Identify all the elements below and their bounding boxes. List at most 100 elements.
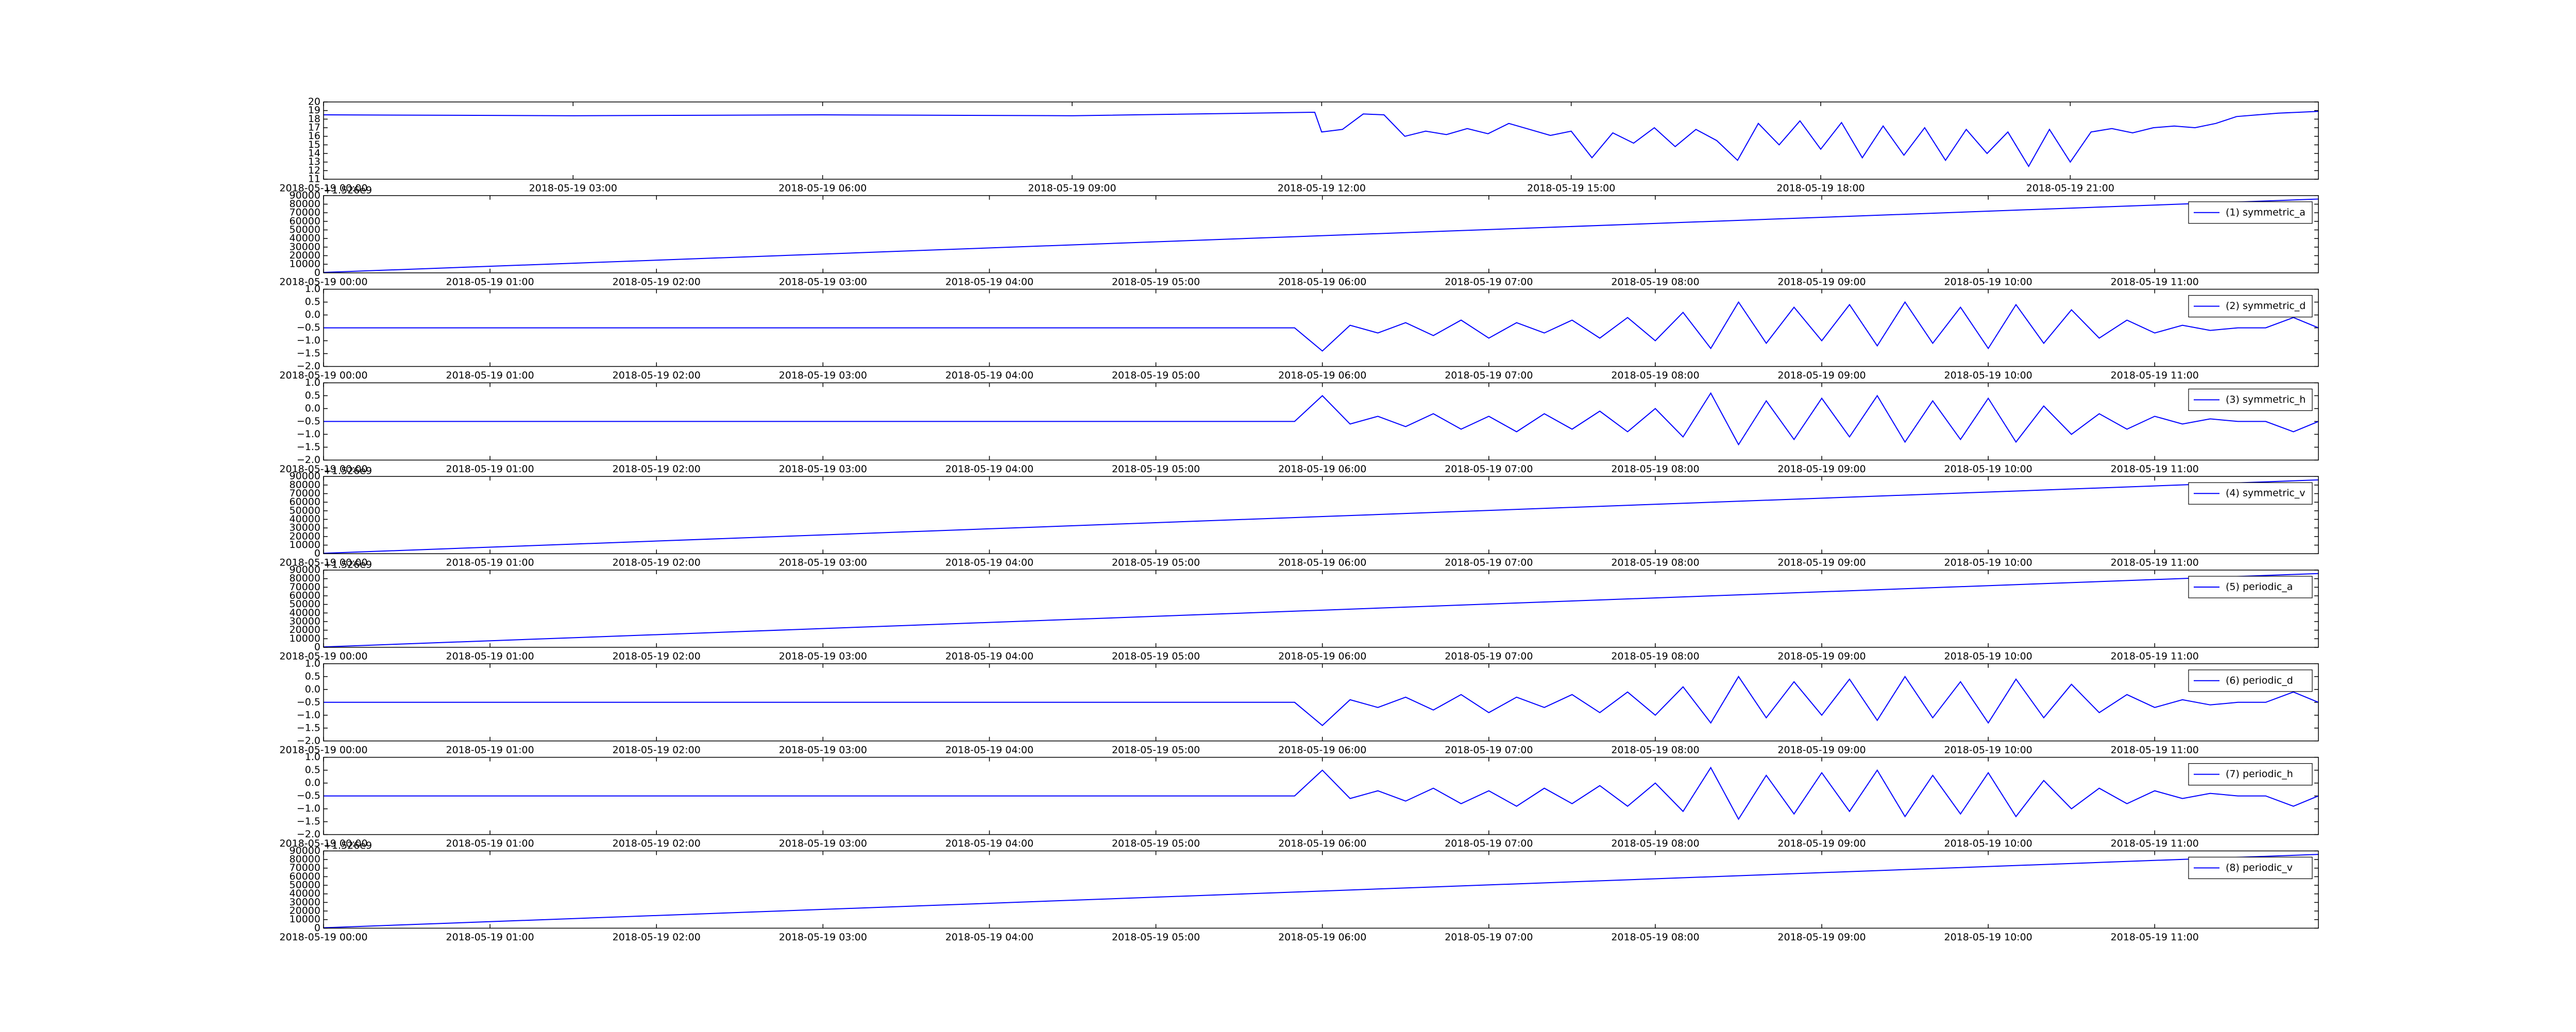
x-tick-label: 2018-05-19 00:00 [279,651,367,662]
x-tick-label: 2018-05-19 11:00 [2111,932,2199,943]
y-tick-label: 0.0 [305,777,320,788]
legend-label: (2) symmetric_d [2226,300,2306,312]
series-line [323,479,2319,554]
y-tick-label: 40000 [290,513,320,525]
x-tick-label: 2018-05-19 03:00 [779,557,867,569]
x-tick-label: 2018-05-19 09:00 [1777,744,1866,755]
y-tick-label: 10000 [290,259,320,270]
axes-frame [323,663,2319,742]
y-tick-label: −2.0 [297,829,320,840]
y-tick-label: 13 [308,156,320,167]
y-tick-label: 0.5 [305,764,320,776]
y-tick-label: 17 [308,122,320,133]
x-tick-label: 2018-05-19 09:00 [1777,557,1866,569]
x-tick-label: 2018-05-19 01:00 [446,276,534,287]
legend-label: (7) periodic_h [2226,768,2293,780]
x-tick-label: 2018-05-19 07:00 [1445,838,1533,849]
y-tick-label: 1.0 [305,377,320,388]
x-tick-label: 2018-05-19 04:00 [945,838,1033,849]
x-tick-label: 2018-05-19 04:00 [945,370,1033,381]
x-tick-label: 2018-05-19 04:00 [945,651,1033,662]
x-tick-label: 2018-05-19 04:00 [945,744,1033,755]
y-tick-label: −1.5 [297,441,320,453]
y-tick-label: 20000 [290,530,320,542]
y-tick-label: −1.0 [297,803,320,814]
x-tick-label: 2018-05-19 05:00 [1112,370,1200,381]
series-line [323,573,2319,648]
x-tick-label: 2018-05-19 08:00 [1611,276,1699,287]
x-tick-label: 2018-05-19 03:00 [779,932,867,943]
y-tick-label: 50000 [290,880,320,891]
legend-label: (8) periodic_v [2226,862,2293,873]
y-tick-label: 30000 [290,616,320,627]
y-tick-label: 14 [308,148,320,159]
axes-frame [323,195,2319,273]
x-tick-label: 2018-05-19 07:00 [1445,744,1533,755]
y-tick-label: 10000 [290,633,320,644]
y-tick-label: 0 [314,548,320,559]
y-tick-label: 15 [308,139,320,150]
y-tick-label: 10000 [290,539,320,551]
y-tick-label: 0.0 [305,683,320,695]
x-tick-label: 2018-05-19 06:00 [1278,744,1366,755]
x-tick-label: 2018-05-19 00:00 [279,557,367,569]
x-tick-label: 2018-05-19 06:00 [1278,370,1366,381]
y-tick-label: −1.5 [297,348,320,359]
x-tick-label: 2018-05-19 05:00 [1112,463,1200,475]
x-tick-label: 2018-05-19 11:00 [2111,370,2199,381]
y-tick-label: 1.0 [305,283,320,295]
x-tick-label: 2018-05-19 03:00 [779,370,867,381]
axes-frame [323,288,2319,367]
axes-frame [323,570,2319,648]
y-tick-label: 40000 [290,233,320,244]
x-tick-label: 2018-05-19 01:00 [446,651,534,662]
x-tick-label: 2018-05-19 11:00 [2111,463,2199,475]
series-line [324,301,2319,352]
x-tick-label: 2018-05-19 00:00 [279,838,367,849]
series-line [324,766,2319,820]
x-tick-label: 2018-05-19 05:00 [1112,838,1200,849]
y-tick-label: −2.0 [297,735,320,746]
x-tick-label: 2018-05-19 03:00 [779,838,867,849]
x-tick-label: 2018-05-19 06:00 [1278,557,1366,569]
y-tick-label: 30000 [290,897,320,908]
x-tick-label: 2018-05-19 05:00 [1112,744,1200,755]
y-tick-label: 70000 [290,488,320,499]
x-tick-label: 2018-05-19 15:00 [1527,183,1615,194]
x-tick-label: 2018-05-19 08:00 [1611,838,1699,849]
y-tick-label: −1.0 [297,709,320,720]
legend-label: (4) symmetric_v [2226,488,2306,499]
subplot: −2.0 −1.5 −1.0 −0.5 0.00.51.0 2018-05-19 00:0… [279,751,2319,849]
offset-text: +1.526e9 [324,466,372,477]
x-tick-label: 2018-05-19 10:00 [1944,276,2032,287]
x-tick-label: 2018-05-19 08:00 [1611,744,1699,755]
y-tick-label: 60000 [290,871,320,882]
x-tick-label: 2018-05-19 04:00 [945,463,1033,475]
x-tick-label: 2018-05-19 05:00 [1112,276,1200,287]
y-tick-label: −1.5 [297,722,320,733]
y-tick-label: 70000 [290,207,320,218]
x-tick-label: 2018-05-19 02:00 [613,276,701,287]
y-tick-label: 90000 [290,190,320,201]
x-tick-label: 2018-05-19 09:00 [1777,651,1866,662]
x-tick-label: 2018-05-19 07:00 [1445,932,1533,943]
legend-label: (1) symmetric_a [2226,207,2306,218]
x-tick-label: 2018-05-19 10:00 [1944,744,2032,755]
subplot: 0100002000030000400005000060000700008000… [279,466,2319,569]
axes-frame [323,850,2319,929]
x-tick-label: 2018-05-19 10:00 [1944,932,2032,943]
y-tick-label: 60000 [290,215,320,227]
y-tick-label: 70000 [290,862,320,873]
y-tick-label: 20000 [290,250,320,261]
subplot: 0100002000030000400005000060000700008000… [279,840,2319,943]
x-tick-label: 2018-05-19 00:00 [279,183,367,194]
y-tick-label: 19 [308,105,320,116]
x-tick-label: 2018-05-19 10:00 [1944,838,2032,849]
x-tick-label: 2018-05-19 07:00 [1445,370,1533,381]
offset-text: +1.526e9 [324,559,372,571]
x-tick-label: 2018-05-19 03:00 [529,183,617,194]
y-tick-label: 40000 [290,888,320,899]
series-line [323,111,2319,167]
offset-text: +1.526e9 [324,184,372,196]
y-tick-label: 90000 [290,564,320,576]
